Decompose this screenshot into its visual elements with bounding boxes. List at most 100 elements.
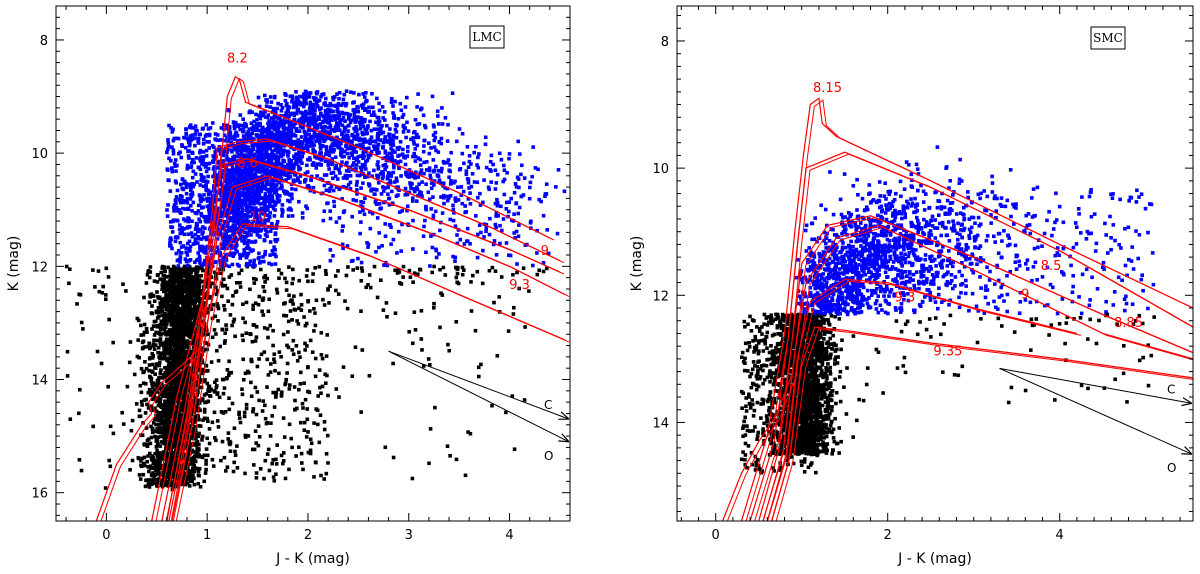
star-point <box>146 454 150 458</box>
star-point <box>194 441 199 445</box>
star-point <box>239 168 244 173</box>
star-point <box>169 330 174 334</box>
star-point <box>399 282 404 286</box>
star-point <box>446 122 450 127</box>
star-point <box>227 407 232 412</box>
star-point <box>466 180 471 185</box>
star-point <box>305 170 310 174</box>
star-point <box>182 423 186 428</box>
star-point <box>398 159 403 164</box>
star-point <box>303 397 308 402</box>
star-point <box>67 281 71 286</box>
star-point <box>358 154 363 158</box>
star-point <box>162 468 166 473</box>
star-point <box>241 357 245 362</box>
star-point <box>271 343 275 348</box>
star-point <box>154 445 159 449</box>
star-point <box>191 362 195 367</box>
star-point <box>284 280 289 285</box>
star-point <box>484 226 489 230</box>
star-point <box>191 473 195 477</box>
star-point <box>242 378 246 382</box>
star-point <box>240 253 245 258</box>
star-point <box>432 168 436 173</box>
star-point <box>339 141 343 146</box>
star-point <box>300 144 304 148</box>
star-point <box>301 406 305 410</box>
star-point <box>171 381 175 386</box>
star-point <box>347 169 351 173</box>
star-point <box>334 387 339 391</box>
star-point <box>498 223 502 228</box>
star-point <box>251 167 255 172</box>
star-point <box>125 384 130 389</box>
star-point <box>108 464 113 469</box>
star-point <box>379 278 383 282</box>
star-point <box>184 265 189 270</box>
star-point <box>487 268 492 273</box>
star-point <box>443 116 448 120</box>
star-point <box>261 297 266 301</box>
star-point <box>152 421 156 425</box>
star-point <box>171 422 175 427</box>
star-point <box>306 430 310 434</box>
star-point <box>312 421 316 425</box>
star-point <box>288 94 293 99</box>
star-point <box>162 316 166 320</box>
star-point <box>185 316 190 320</box>
star-point <box>156 381 160 385</box>
star-point <box>185 404 190 408</box>
star-point <box>160 326 164 331</box>
star-point <box>291 302 295 306</box>
star-point <box>91 268 95 272</box>
star-point <box>155 448 159 453</box>
star-point <box>286 166 290 171</box>
star-point <box>327 153 332 158</box>
star-point <box>183 322 188 326</box>
star-point <box>491 162 495 167</box>
star-point <box>153 451 157 456</box>
star-point <box>228 449 233 453</box>
star-point <box>256 197 261 202</box>
star-point <box>359 279 364 283</box>
star-point <box>162 373 167 378</box>
star-point <box>150 397 155 401</box>
star-point <box>263 416 268 421</box>
star-point <box>335 128 340 132</box>
star-point <box>97 289 102 294</box>
star-point <box>184 302 189 307</box>
star-point <box>184 383 188 388</box>
star-point <box>273 368 277 373</box>
star-point <box>261 399 265 403</box>
star-point <box>158 301 162 305</box>
star-point <box>240 213 244 217</box>
star-point <box>184 436 188 441</box>
star-point <box>300 161 304 165</box>
star-point <box>187 462 192 466</box>
star-point <box>184 460 188 465</box>
star-point <box>164 399 169 403</box>
star-point <box>413 118 418 122</box>
star-point <box>185 397 190 401</box>
star-point <box>173 444 177 448</box>
star-point <box>363 106 368 111</box>
star-point <box>194 414 198 419</box>
star-point <box>328 108 333 112</box>
star-point <box>258 116 263 121</box>
star-point <box>159 270 163 275</box>
star-point <box>517 286 521 291</box>
star-point <box>279 169 283 174</box>
star-point <box>182 324 187 328</box>
star-point <box>422 144 426 148</box>
star-point <box>312 108 317 112</box>
star-point <box>148 441 153 446</box>
star-point <box>157 413 161 417</box>
star-point <box>305 206 309 211</box>
star-point <box>439 195 443 199</box>
star-point <box>259 352 264 357</box>
star-point <box>156 468 161 472</box>
star-point <box>250 339 255 344</box>
star-point <box>249 153 254 157</box>
star-point <box>267 468 272 473</box>
star-point <box>303 348 307 352</box>
